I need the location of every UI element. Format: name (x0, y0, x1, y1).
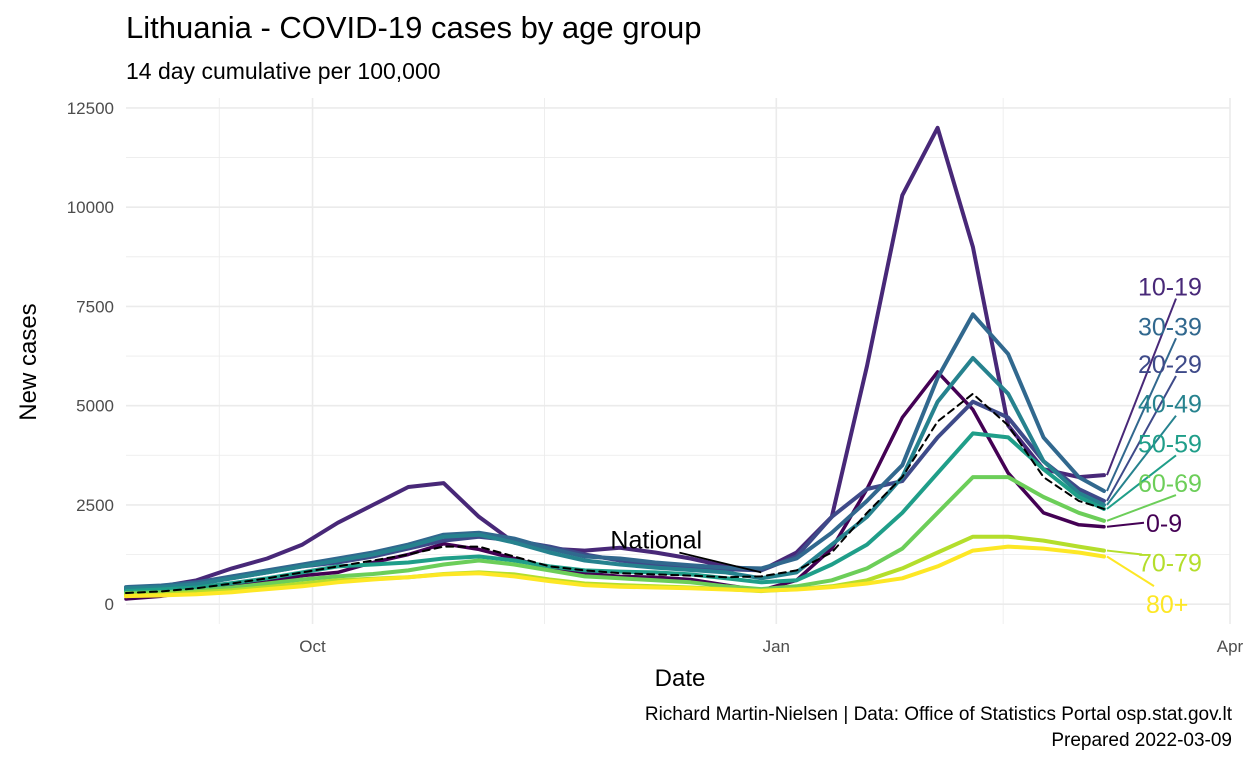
label-leader-50-59 (1106, 454, 1177, 510)
chart-subtitle: 14 day cumulative per 100,000 (126, 58, 441, 84)
series-line-50-59 (124, 431, 1106, 594)
series-label-20-29: 20-29 (1138, 351, 1202, 379)
x-tick-label: Apr (1217, 637, 1244, 656)
label-leader-10-19 (1106, 298, 1177, 476)
y-tick-label: 12500 (67, 99, 114, 118)
y-tick-label: 7500 (76, 297, 114, 316)
series-line-national (125, 392, 1105, 594)
y-tick-label: 0 (105, 595, 114, 614)
series-labels: 10-19 30-39 20-29 40-49 50-59 60-69 0-9 70-79 80… (610, 274, 1202, 620)
x-axis-ticks: Oct Jan Apr (299, 637, 1243, 656)
caption-source: Richard Martin-Nielsen | Data: Office of… (644, 704, 1232, 725)
y-axis-title: New cases (15, 303, 42, 420)
y-tick-label: 5000 (76, 397, 114, 416)
label-leader-70-79 (1106, 549, 1143, 556)
label-leader-40-49 (1106, 415, 1177, 506)
label-leader-national (679, 551, 762, 574)
grid (126, 98, 1231, 624)
series-line-40-49 (124, 356, 1106, 591)
label-leader-80- (1106, 555, 1155, 587)
label-leader-60-69 (1106, 494, 1177, 522)
label-leader-30-39 (1106, 337, 1177, 492)
series-label-40-49: 40-49 (1138, 391, 1202, 419)
series-label-80-: 80+ (1146, 591, 1188, 619)
series-label-70-79: 70-79 (1138, 549, 1202, 577)
series-line-10-19 (124, 125, 1106, 592)
series-label-50-59: 50-59 (1138, 430, 1202, 458)
x-tick-label: Oct (299, 637, 326, 656)
series-line-80- (124, 544, 1106, 599)
y-tick-label: 2500 (76, 496, 114, 515)
y-tick-label: 10000 (67, 198, 114, 217)
label-leader-0-9 (1106, 521, 1145, 528)
x-axis-title: Date (655, 665, 706, 692)
y-axis-ticks: 0 2500 5000 7500 10000 12500 (67, 99, 114, 614)
series-label-0-9: 0-9 (1146, 510, 1182, 538)
label-leader-20-29 (1106, 375, 1177, 502)
series-line-60-69 (124, 475, 1106, 595)
x-tick-label: Jan (763, 637, 790, 656)
chart-title: Lithuania - COVID-19 cases by age group (126, 10, 702, 45)
series-label-10-19: 10-19 (1138, 274, 1202, 302)
caption-date: Prepared 2022-03-09 (1051, 730, 1232, 751)
series-label-30-39: 30-39 (1138, 313, 1202, 341)
series-label-national: National (610, 527, 702, 555)
series-lines (124, 125, 1106, 601)
series-label-60-69: 60-69 (1138, 470, 1202, 498)
